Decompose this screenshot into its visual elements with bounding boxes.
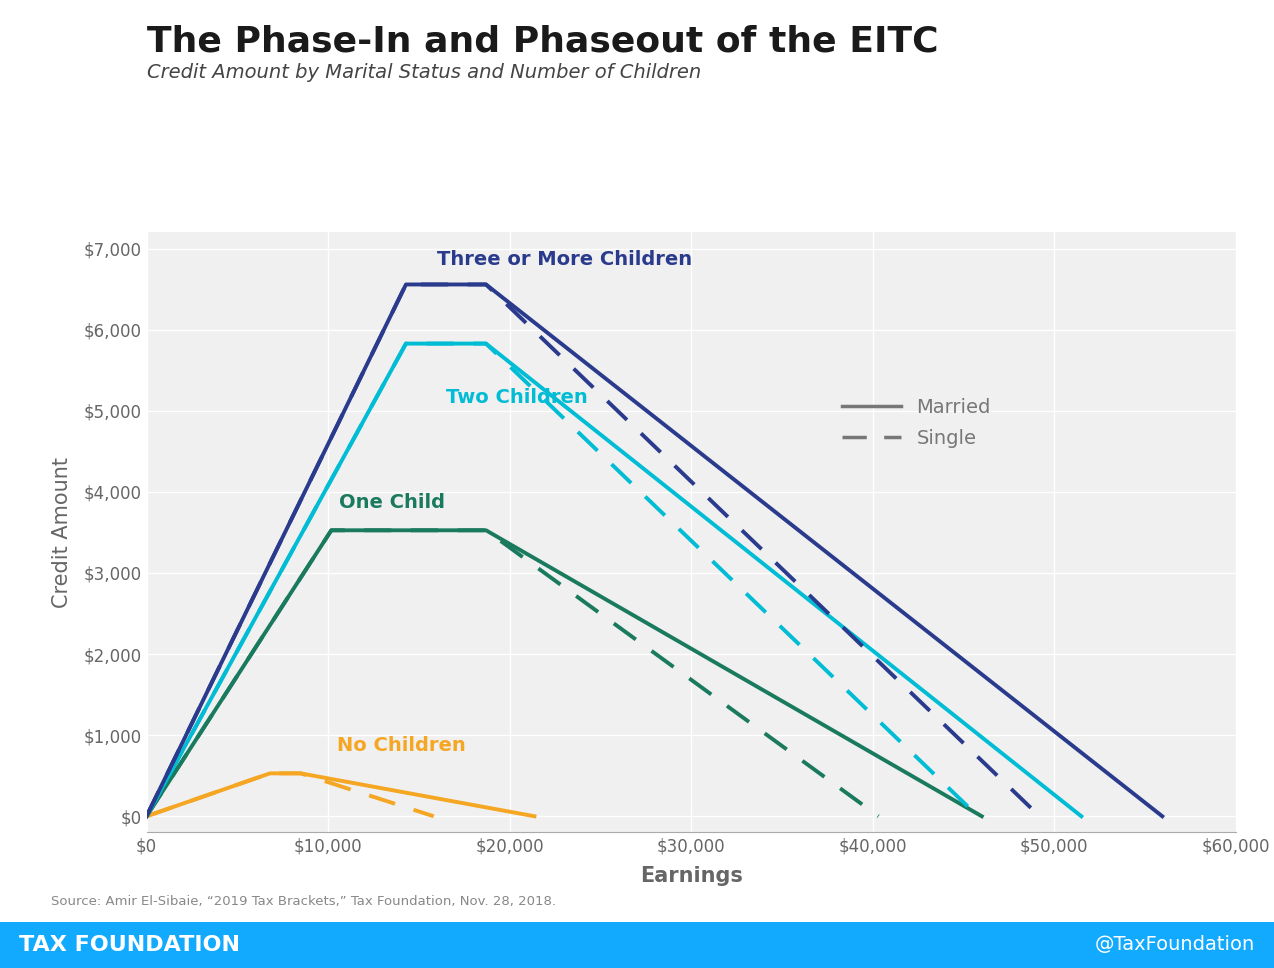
Text: Two Children: Two Children bbox=[446, 388, 587, 407]
Text: Credit Amount by Marital Status and Number of Children: Credit Amount by Marital Status and Numb… bbox=[147, 63, 701, 82]
X-axis label: Earnings: Earnings bbox=[640, 866, 743, 887]
Y-axis label: Credit Amount: Credit Amount bbox=[52, 457, 73, 608]
Text: Source: Amir El-Sibaie, “2019 Tax Brackets,” Tax Foundation, Nov. 28, 2018.: Source: Amir El-Sibaie, “2019 Tax Bracke… bbox=[51, 895, 555, 908]
Text: Three or More Children: Three or More Children bbox=[437, 250, 692, 269]
Legend: Married, Single: Married, Single bbox=[842, 398, 991, 448]
Text: The Phase-In and Phaseout of the EITC: The Phase-In and Phaseout of the EITC bbox=[147, 24, 938, 58]
Text: No Children: No Children bbox=[338, 737, 466, 755]
Text: One Child: One Child bbox=[339, 493, 445, 512]
Text: @TaxFoundation: @TaxFoundation bbox=[1094, 935, 1255, 954]
Text: TAX FOUNDATION: TAX FOUNDATION bbox=[19, 935, 240, 954]
